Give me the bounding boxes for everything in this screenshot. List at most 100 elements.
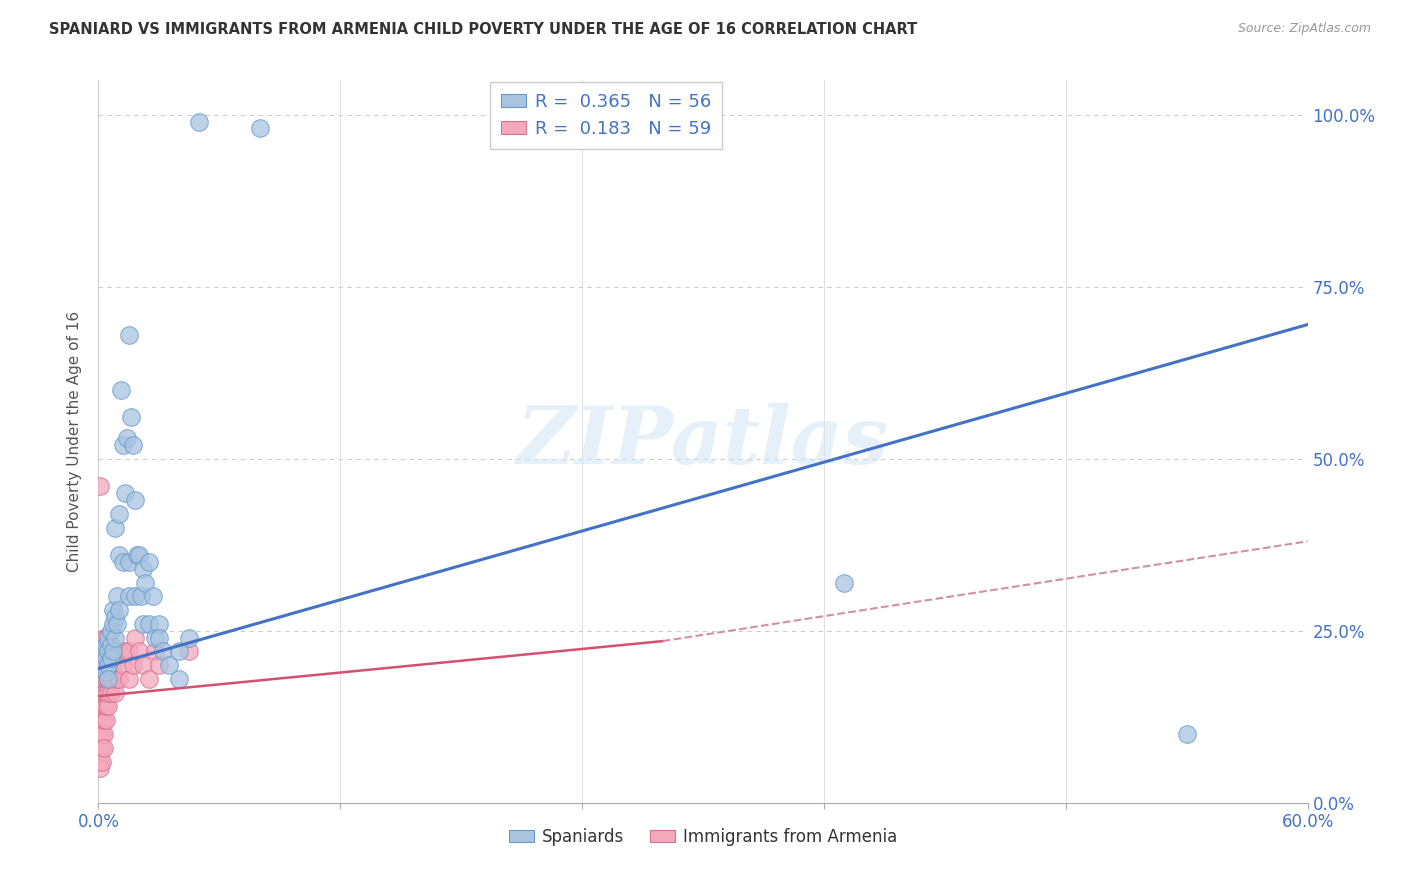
Point	[93, 672, 115, 686]
Point	[101, 644, 124, 658]
Point	[89, 713, 111, 727]
Point	[1175, 727, 1198, 741]
Point	[111, 555, 134, 569]
Point	[129, 590, 152, 604]
Point	[96, 665, 118, 679]
Point	[121, 658, 143, 673]
Point	[134, 575, 156, 590]
Point	[96, 651, 118, 665]
Point	[132, 616, 155, 631]
Point	[105, 672, 128, 686]
Point	[249, 121, 271, 136]
Point	[97, 686, 120, 700]
Text: ZIPatlas: ZIPatlas	[517, 403, 889, 480]
Point	[128, 644, 150, 658]
Legend: Spaniards, Immigrants from Armenia: Spaniards, Immigrants from Armenia	[502, 821, 904, 852]
Point	[96, 644, 118, 658]
Point	[103, 610, 125, 624]
Point	[107, 507, 129, 521]
Point	[125, 548, 148, 562]
Point	[97, 631, 120, 645]
Point	[93, 631, 115, 645]
Point	[93, 644, 115, 658]
Point	[89, 727, 111, 741]
Point	[97, 672, 120, 686]
Point	[124, 493, 146, 508]
Point	[96, 713, 118, 727]
Point	[107, 548, 129, 562]
Point	[97, 699, 120, 714]
Point	[138, 672, 160, 686]
Point	[115, 431, 138, 445]
Point	[148, 658, 170, 673]
Point	[105, 590, 128, 604]
Point	[96, 658, 118, 673]
Point	[167, 672, 190, 686]
Point	[124, 631, 146, 645]
Point	[89, 755, 111, 769]
Point	[111, 438, 134, 452]
Point	[118, 327, 141, 342]
Point	[107, 672, 129, 686]
Point	[97, 644, 120, 658]
Point	[118, 590, 141, 604]
Point	[832, 575, 855, 590]
Point	[110, 383, 132, 397]
Point	[97, 672, 120, 686]
Point	[100, 686, 122, 700]
Point	[93, 740, 115, 755]
Point	[101, 616, 124, 631]
Point	[142, 590, 165, 604]
Point	[138, 616, 160, 631]
Point	[93, 686, 115, 700]
Point	[138, 555, 160, 569]
Point	[103, 520, 125, 534]
Point	[143, 644, 166, 658]
Point	[93, 713, 115, 727]
Point	[91, 699, 114, 714]
Point	[103, 686, 125, 700]
Point	[100, 624, 122, 638]
Point	[100, 658, 122, 673]
Point	[91, 713, 114, 727]
Point	[114, 486, 136, 500]
Point	[157, 658, 180, 673]
Point	[96, 699, 118, 714]
Point	[118, 555, 141, 569]
Text: SPANIARD VS IMMIGRANTS FROM ARMENIA CHILD POVERTY UNDER THE AGE OF 16 CORRELATIO: SPANIARD VS IMMIGRANTS FROM ARMENIA CHIL…	[49, 22, 918, 37]
Point	[100, 672, 122, 686]
Point	[121, 438, 143, 452]
Point	[103, 631, 125, 645]
Point	[101, 603, 124, 617]
Point	[179, 631, 201, 645]
Point	[132, 658, 155, 673]
Point	[167, 644, 190, 658]
Text: Source: ZipAtlas.com: Source: ZipAtlas.com	[1237, 22, 1371, 36]
Point	[96, 686, 118, 700]
Point	[93, 727, 115, 741]
Point	[128, 548, 150, 562]
Point	[91, 740, 114, 755]
Point	[91, 727, 114, 741]
Point	[101, 658, 124, 673]
Point	[91, 755, 114, 769]
Point	[89, 699, 111, 714]
Point	[118, 672, 141, 686]
Point	[188, 114, 211, 128]
Point	[97, 658, 120, 673]
Point	[132, 562, 155, 576]
Y-axis label: Child Poverty Under the Age of 16: Child Poverty Under the Age of 16	[67, 311, 83, 572]
Point	[107, 603, 129, 617]
Point	[120, 410, 142, 425]
Point	[97, 644, 120, 658]
Point	[93, 658, 115, 673]
Point	[89, 761, 111, 775]
Point	[107, 644, 129, 658]
Point	[124, 590, 146, 604]
Point	[148, 631, 170, 645]
Point	[96, 638, 118, 652]
Point	[105, 616, 128, 631]
Point	[89, 740, 111, 755]
Point	[114, 644, 136, 658]
Point	[97, 658, 120, 673]
